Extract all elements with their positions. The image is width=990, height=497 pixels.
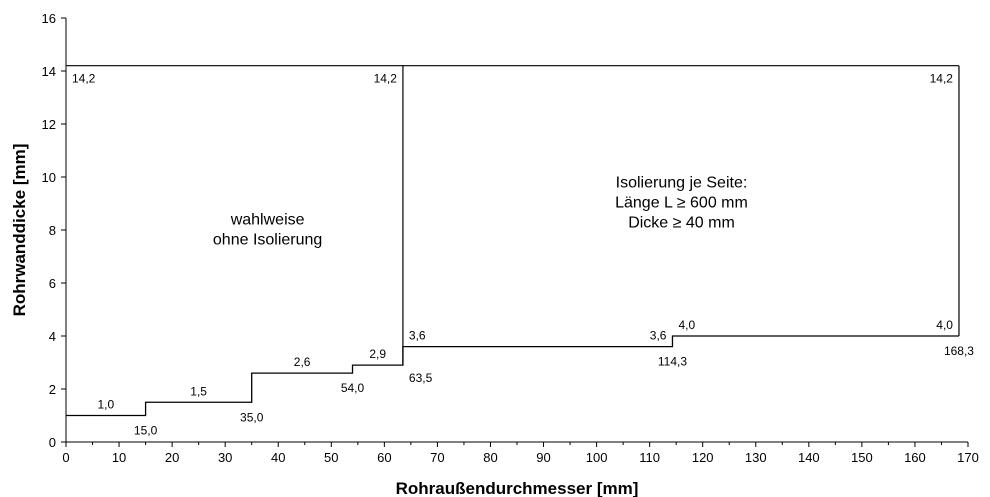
label-y-3-6-l: 3,6	[409, 329, 426, 343]
x-tick-label-20: 20	[165, 450, 179, 465]
label-y-2-9: 2,9	[369, 347, 386, 361]
label-y-3-6-r: 3,6	[650, 329, 667, 343]
y-tick-label-0: 0	[49, 435, 56, 450]
label-y-1-0: 1,0	[97, 398, 114, 412]
y-axis-title: Rohrwanddicke [mm]	[10, 144, 29, 317]
y-tick-label-4: 4	[49, 329, 56, 344]
region-right-text-line-3: Dicke ≥ 40 mm	[628, 215, 735, 232]
x-tick-label-160: 160	[904, 450, 926, 465]
x-tick-label-10: 10	[112, 450, 126, 465]
x-tick-label-30: 30	[218, 450, 232, 465]
y-tick-label-14: 14	[42, 64, 56, 79]
plot-area: 0 10 20 30 40 50 60 70 80 90 100 110 120 130 140 150 160…	[10, 11, 979, 497]
y-tick-label-6: 6	[49, 276, 56, 291]
region-left-text-line-2: ohne Isolierung	[213, 232, 322, 249]
x-tick-label-140: 140	[798, 450, 820, 465]
region-right-text-line-1: Isolierung je Seite:	[616, 175, 748, 192]
x-tick-label-130: 130	[745, 450, 767, 465]
x-tick-label-0: 0	[62, 450, 69, 465]
x-axis-title: Rohraußendurchmesser [mm]	[396, 479, 639, 497]
label-y-14-2-c: 14,2	[930, 72, 954, 86]
x-tick-label-170: 170	[957, 450, 979, 465]
step-line	[66, 335, 959, 417]
label-x-114-3: 114,3	[658, 355, 687, 369]
x-tick-label-80: 80	[483, 450, 497, 465]
x-tick-label-70: 70	[430, 450, 444, 465]
x-tick-label-100: 100	[586, 450, 608, 465]
x-tick-label-110: 110	[639, 450, 660, 465]
label-x-63-5: 63,5	[409, 371, 433, 385]
label-y-2-6: 2,6	[294, 355, 311, 369]
y-tick-label-16: 16	[42, 11, 56, 26]
label-y-14-2-b: 14,2	[374, 72, 398, 86]
x-tick-label-120: 120	[692, 450, 714, 465]
x-tick-label-50: 50	[324, 450, 338, 465]
label-x-15-0: 15,0	[134, 424, 158, 438]
label-x-168-3: 168,3	[944, 344, 974, 358]
label-y-14-2-a: 14,2	[72, 72, 96, 86]
y-tick-label-8: 8	[49, 223, 56, 238]
y-tick-label-12: 12	[42, 117, 56, 132]
x-tick-label-60: 60	[377, 450, 391, 465]
region-left-text-line-1: wahlweise	[230, 212, 305, 229]
region-right-text-line-2: Länge L ≥ 600 mm	[615, 195, 748, 212]
y-tick-label-10: 10	[42, 170, 56, 185]
label-y-1-5: 1,5	[190, 384, 207, 398]
label-x-35-0: 35,0	[240, 410, 264, 424]
y-tick-label-2: 2	[49, 382, 56, 397]
x-tick-label-90: 90	[536, 450, 550, 465]
label-y-4-0-r: 4,0	[936, 318, 953, 332]
x-tick-label-150: 150	[851, 450, 873, 465]
x-tick-label-40: 40	[271, 450, 285, 465]
label-y-4-0-l: 4,0	[678, 318, 695, 332]
label-x-54-0: 54,0	[341, 381, 365, 395]
